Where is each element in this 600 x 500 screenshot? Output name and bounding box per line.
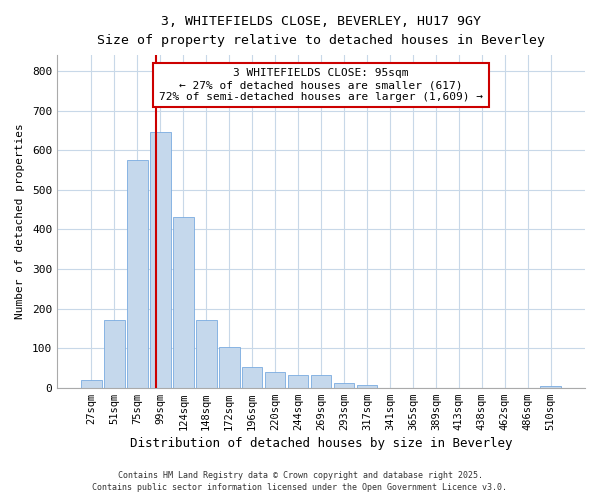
Bar: [127, 160, 148, 388]
Bar: [173, 218, 194, 388]
Bar: [196, 320, 217, 388]
Y-axis label: Number of detached properties: Number of detached properties: [15, 124, 25, 320]
Bar: [311, 375, 331, 388]
Bar: [334, 382, 355, 388]
Bar: [104, 320, 125, 388]
Text: 3 WHITEFIELDS CLOSE: 95sqm
← 27% of detached houses are smaller (617)
72% of sem: 3 WHITEFIELDS CLOSE: 95sqm ← 27% of deta…: [159, 68, 483, 102]
Bar: [356, 384, 377, 388]
Bar: [288, 375, 308, 388]
Bar: [541, 386, 561, 388]
Text: Contains HM Land Registry data © Crown copyright and database right 2025.
Contai: Contains HM Land Registry data © Crown c…: [92, 471, 508, 492]
Bar: [265, 372, 286, 388]
X-axis label: Distribution of detached houses by size in Beverley: Distribution of detached houses by size …: [130, 437, 512, 450]
Bar: [242, 367, 262, 388]
Bar: [150, 132, 170, 388]
Bar: [81, 380, 102, 388]
Title: 3, WHITEFIELDS CLOSE, BEVERLEY, HU17 9GY
Size of property relative to detached h: 3, WHITEFIELDS CLOSE, BEVERLEY, HU17 9GY…: [97, 15, 545, 47]
Bar: [219, 347, 239, 388]
